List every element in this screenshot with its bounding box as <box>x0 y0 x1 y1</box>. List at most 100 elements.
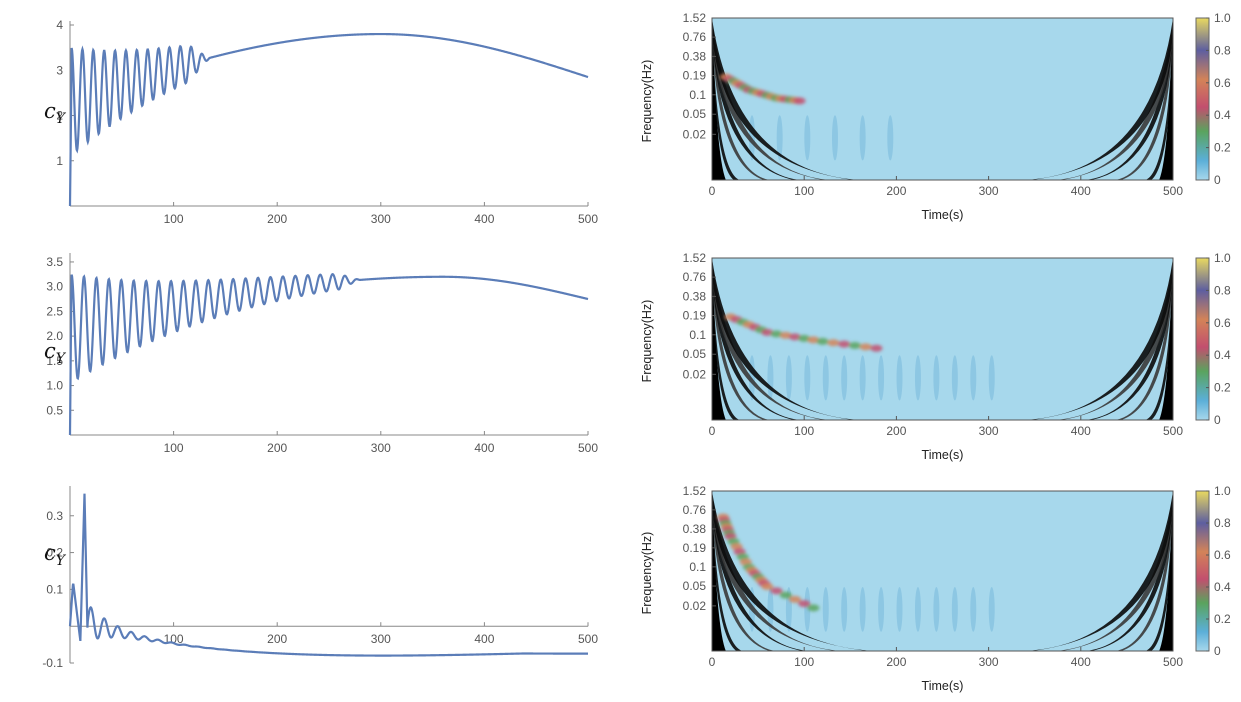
x-tick-label: 400 <box>1071 184 1091 198</box>
colorbar-tick-label: 0.4 <box>1214 108 1231 122</box>
y-tick-label: 4 <box>56 18 63 32</box>
x-tick-label: 100 <box>794 424 814 438</box>
interference-pattern <box>749 355 995 401</box>
line-plot-2-ylabel: cY <box>44 339 67 367</box>
x-tick-label: 300 <box>979 655 999 669</box>
interference-stripe <box>859 587 866 632</box>
colorbar-tick-label: 0.4 <box>1214 580 1231 594</box>
line-plot-1: 100 200 300 400 500 1 2 3 4 cY <box>44 18 598 226</box>
interference-stripe <box>896 587 903 632</box>
y-tick-label: 1.52 <box>683 484 707 498</box>
interference-stripe <box>804 115 811 161</box>
y-tick-label: -0.1 <box>42 656 63 670</box>
y-tick-label: 1 <box>56 154 63 168</box>
x-tick-label: 200 <box>267 441 287 455</box>
interference-stripe <box>785 355 792 401</box>
y-tick-label: 0.05 <box>683 579 707 593</box>
ridge-blob <box>827 339 840 347</box>
ridge-blob <box>793 97 806 105</box>
coi-edge-left <box>712 258 726 420</box>
x-tick-label: 100 <box>164 441 184 455</box>
line-plot-2-series <box>68 272 589 436</box>
line-plot-2: 100 200 300 400 500 0.5 1.0 1.5 2.0 2.5 3.0 3.5 cY <box>44 253 598 455</box>
x-tick-label: 400 <box>474 441 494 455</box>
colorbar-tick-label: 0.8 <box>1214 516 1231 530</box>
colorbar-tick-label: 1.0 <box>1214 11 1231 25</box>
scalogram-3: 1.52 0.76 0.38 0.19 0.1 0.05 0.02 0 100 200 300 400… <box>640 484 1231 693</box>
y-tick-label: 3.0 <box>46 280 63 294</box>
y-tick-label: 0.02 <box>683 367 707 381</box>
line-plot-3-series <box>68 493 588 657</box>
colorbar-tick-label: 0.8 <box>1214 283 1231 297</box>
colorbar-tick-label: 1.0 <box>1214 251 1231 265</box>
y-tick-label: 0.76 <box>683 30 707 44</box>
y-tick-label: 0.02 <box>683 127 707 141</box>
interference-stripe <box>804 355 811 401</box>
colorbar-tick-label: 0.8 <box>1214 43 1231 57</box>
ridge-blob <box>770 330 783 338</box>
y-axis-label: Frequency(Hz) <box>640 300 654 383</box>
line-plot-1-axes: 100 200 300 400 500 1 2 3 4 <box>56 18 598 226</box>
interference-stripe <box>767 587 774 632</box>
ridge-blob <box>770 587 783 595</box>
ridge-blob <box>859 343 872 351</box>
colorbar: 1.0 0.8 0.6 0.4 0.2 0 <box>1195 484 1231 658</box>
coi-edge-right <box>1159 258 1173 420</box>
interference-stripe <box>878 355 885 401</box>
interference-stripe <box>914 587 921 632</box>
x-tick-label: 400 <box>1071 424 1091 438</box>
x-tick-label: 500 <box>578 441 598 455</box>
y-tick-label: 0.02 <box>683 599 707 613</box>
x-tick-label: 400 <box>474 632 494 646</box>
ridge-blob <box>848 342 861 350</box>
colorbar: 1.0 0.8 0.6 0.4 0.2 0 <box>1195 251 1231 427</box>
ridge-blob <box>798 334 811 342</box>
y-tick-label: 1.52 <box>683 251 707 265</box>
x-tick-label: 300 <box>979 424 999 438</box>
colorbar-gradient <box>1195 490 1210 652</box>
y-tick-label: 1.5 <box>46 354 63 368</box>
y-tick-label: 0.19 <box>683 309 707 323</box>
coi-edge-left <box>712 491 726 651</box>
y-tick-label: 2.0 <box>46 329 63 343</box>
scalogram-frame <box>711 257 1174 421</box>
x-tick-label: 100 <box>794 184 814 198</box>
colorbar-tick-label: 0.6 <box>1214 76 1231 90</box>
x-tick-label: 300 <box>371 441 391 455</box>
scalogram-field <box>712 491 1173 651</box>
colorbar-tick-label: 0.2 <box>1214 381 1231 395</box>
scalogram-2: 1.52 0.76 0.38 0.19 0.1 0.05 0.02 0 100 200 300 400… <box>640 251 1231 462</box>
interference-stripe <box>767 355 774 401</box>
x-tick-label: 300 <box>979 184 999 198</box>
ridge-blob <box>807 604 820 612</box>
interference-stripe <box>951 587 958 632</box>
colorbar: 1.0 0.8 0.6 0.4 0.2 0 <box>1195 11 1231 187</box>
scalogram-1: 1.52 0.76 0.38 0.19 0.1 0.05 0.02 0 100 200 300 400… <box>640 11 1231 222</box>
x-tick-label: 500 <box>1163 424 1183 438</box>
y-axis-label: Frequency(Hz) <box>640 532 654 615</box>
line-plot-3-axes: 100 200 300 400 500-0.10.10.20.3 <box>42 486 598 670</box>
x-tick-label: 0 <box>709 655 716 669</box>
interference-stripe <box>896 355 903 401</box>
x-tick-label: 200 <box>886 184 906 198</box>
ridge-blob <box>838 340 851 348</box>
x-axis-label: Time(s) <box>922 679 964 693</box>
y-tick-label: 0.1 <box>689 560 706 574</box>
y-tick-label: 0.19 <box>683 69 707 83</box>
ridge-blob <box>807 336 820 344</box>
y-tick-label: 0.05 <box>683 107 707 121</box>
line-plot-3-ylabel: cY <box>44 541 67 569</box>
x-tick-label: 0 <box>709 424 716 438</box>
y-tick-label: 0.38 <box>683 289 707 303</box>
x-tick-label: 400 <box>474 212 494 226</box>
colorbar-tick-label: 0.6 <box>1214 316 1231 330</box>
interference-stripe <box>776 115 783 161</box>
ridge-blob <box>788 333 801 341</box>
interference-stripe <box>804 587 811 632</box>
scalogram-frame <box>711 490 1174 652</box>
interference-stripe <box>831 115 838 161</box>
x-tick-label: 500 <box>1163 184 1183 198</box>
colorbar-tick-label: 0.2 <box>1214 141 1231 155</box>
y-tick-label: 2.5 <box>46 304 63 318</box>
interference-stripe <box>859 115 866 161</box>
